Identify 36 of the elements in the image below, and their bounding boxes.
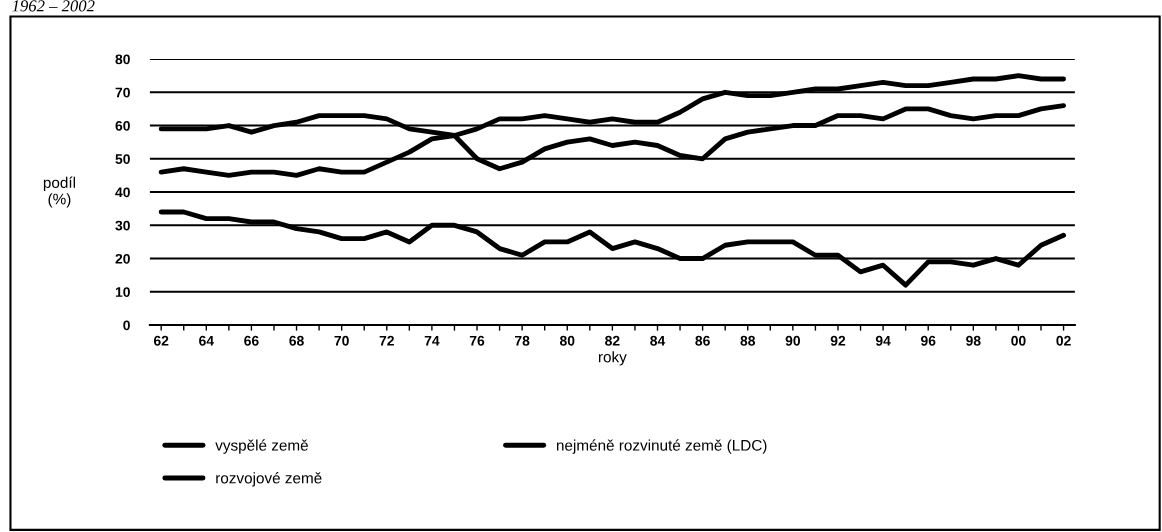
x-tick-label: 78 (515, 335, 530, 346)
x-tick-label: 84 (650, 335, 666, 346)
legend-label: nejméně rozvinuté země (LDC) (556, 439, 767, 454)
x-tick-label: 90 (785, 335, 801, 346)
x-tick-label: 96 (920, 335, 936, 346)
x-tick-label: 68 (289, 335, 304, 346)
x-tick-label: 62 (153, 335, 169, 346)
x-tick-label: 72 (379, 335, 394, 346)
x-tick-label: 92 (830, 335, 846, 346)
x-tick-label: 64 (199, 335, 214, 346)
x-tick-label: 86 (695, 335, 710, 346)
x-tick-label: 80 (559, 335, 575, 346)
y-tick-label: 20 (115, 253, 130, 264)
x-tick-label: 76 (469, 335, 485, 346)
y-tick-label: 10 (115, 287, 130, 297)
x-tick-label: 02 (1056, 335, 1071, 346)
legend-label: vyspělé země (215, 439, 308, 454)
y-tick-label: 80 (115, 54, 130, 65)
y-tick-label: 70 (115, 87, 130, 98)
x-tick-label: 66 (244, 335, 259, 346)
x-tick-label: 98 (966, 335, 981, 346)
x-axis-title: roky (598, 351, 627, 366)
x-tick-label: 82 (605, 335, 620, 346)
y-tick-label: 0 (123, 320, 130, 331)
y-tick-label: 40 (115, 187, 130, 198)
x-tick-label: 94 (875, 335, 891, 346)
x-tick-label: 70 (334, 335, 349, 346)
y-tick-label: 30 (115, 220, 130, 231)
y-tick-label: 50 (115, 154, 130, 164)
y-axis-title: podíl (%) (43, 176, 75, 208)
y-tick-label: 60 (115, 120, 130, 131)
x-tick-label: 00 (1011, 335, 1026, 346)
x-tick-label: 74 (424, 335, 440, 346)
x-tick-label: 88 (740, 335, 756, 346)
chart-title: 1962 – 2002 (12, 0, 95, 12)
legend-label: rozvojové země (216, 472, 322, 487)
